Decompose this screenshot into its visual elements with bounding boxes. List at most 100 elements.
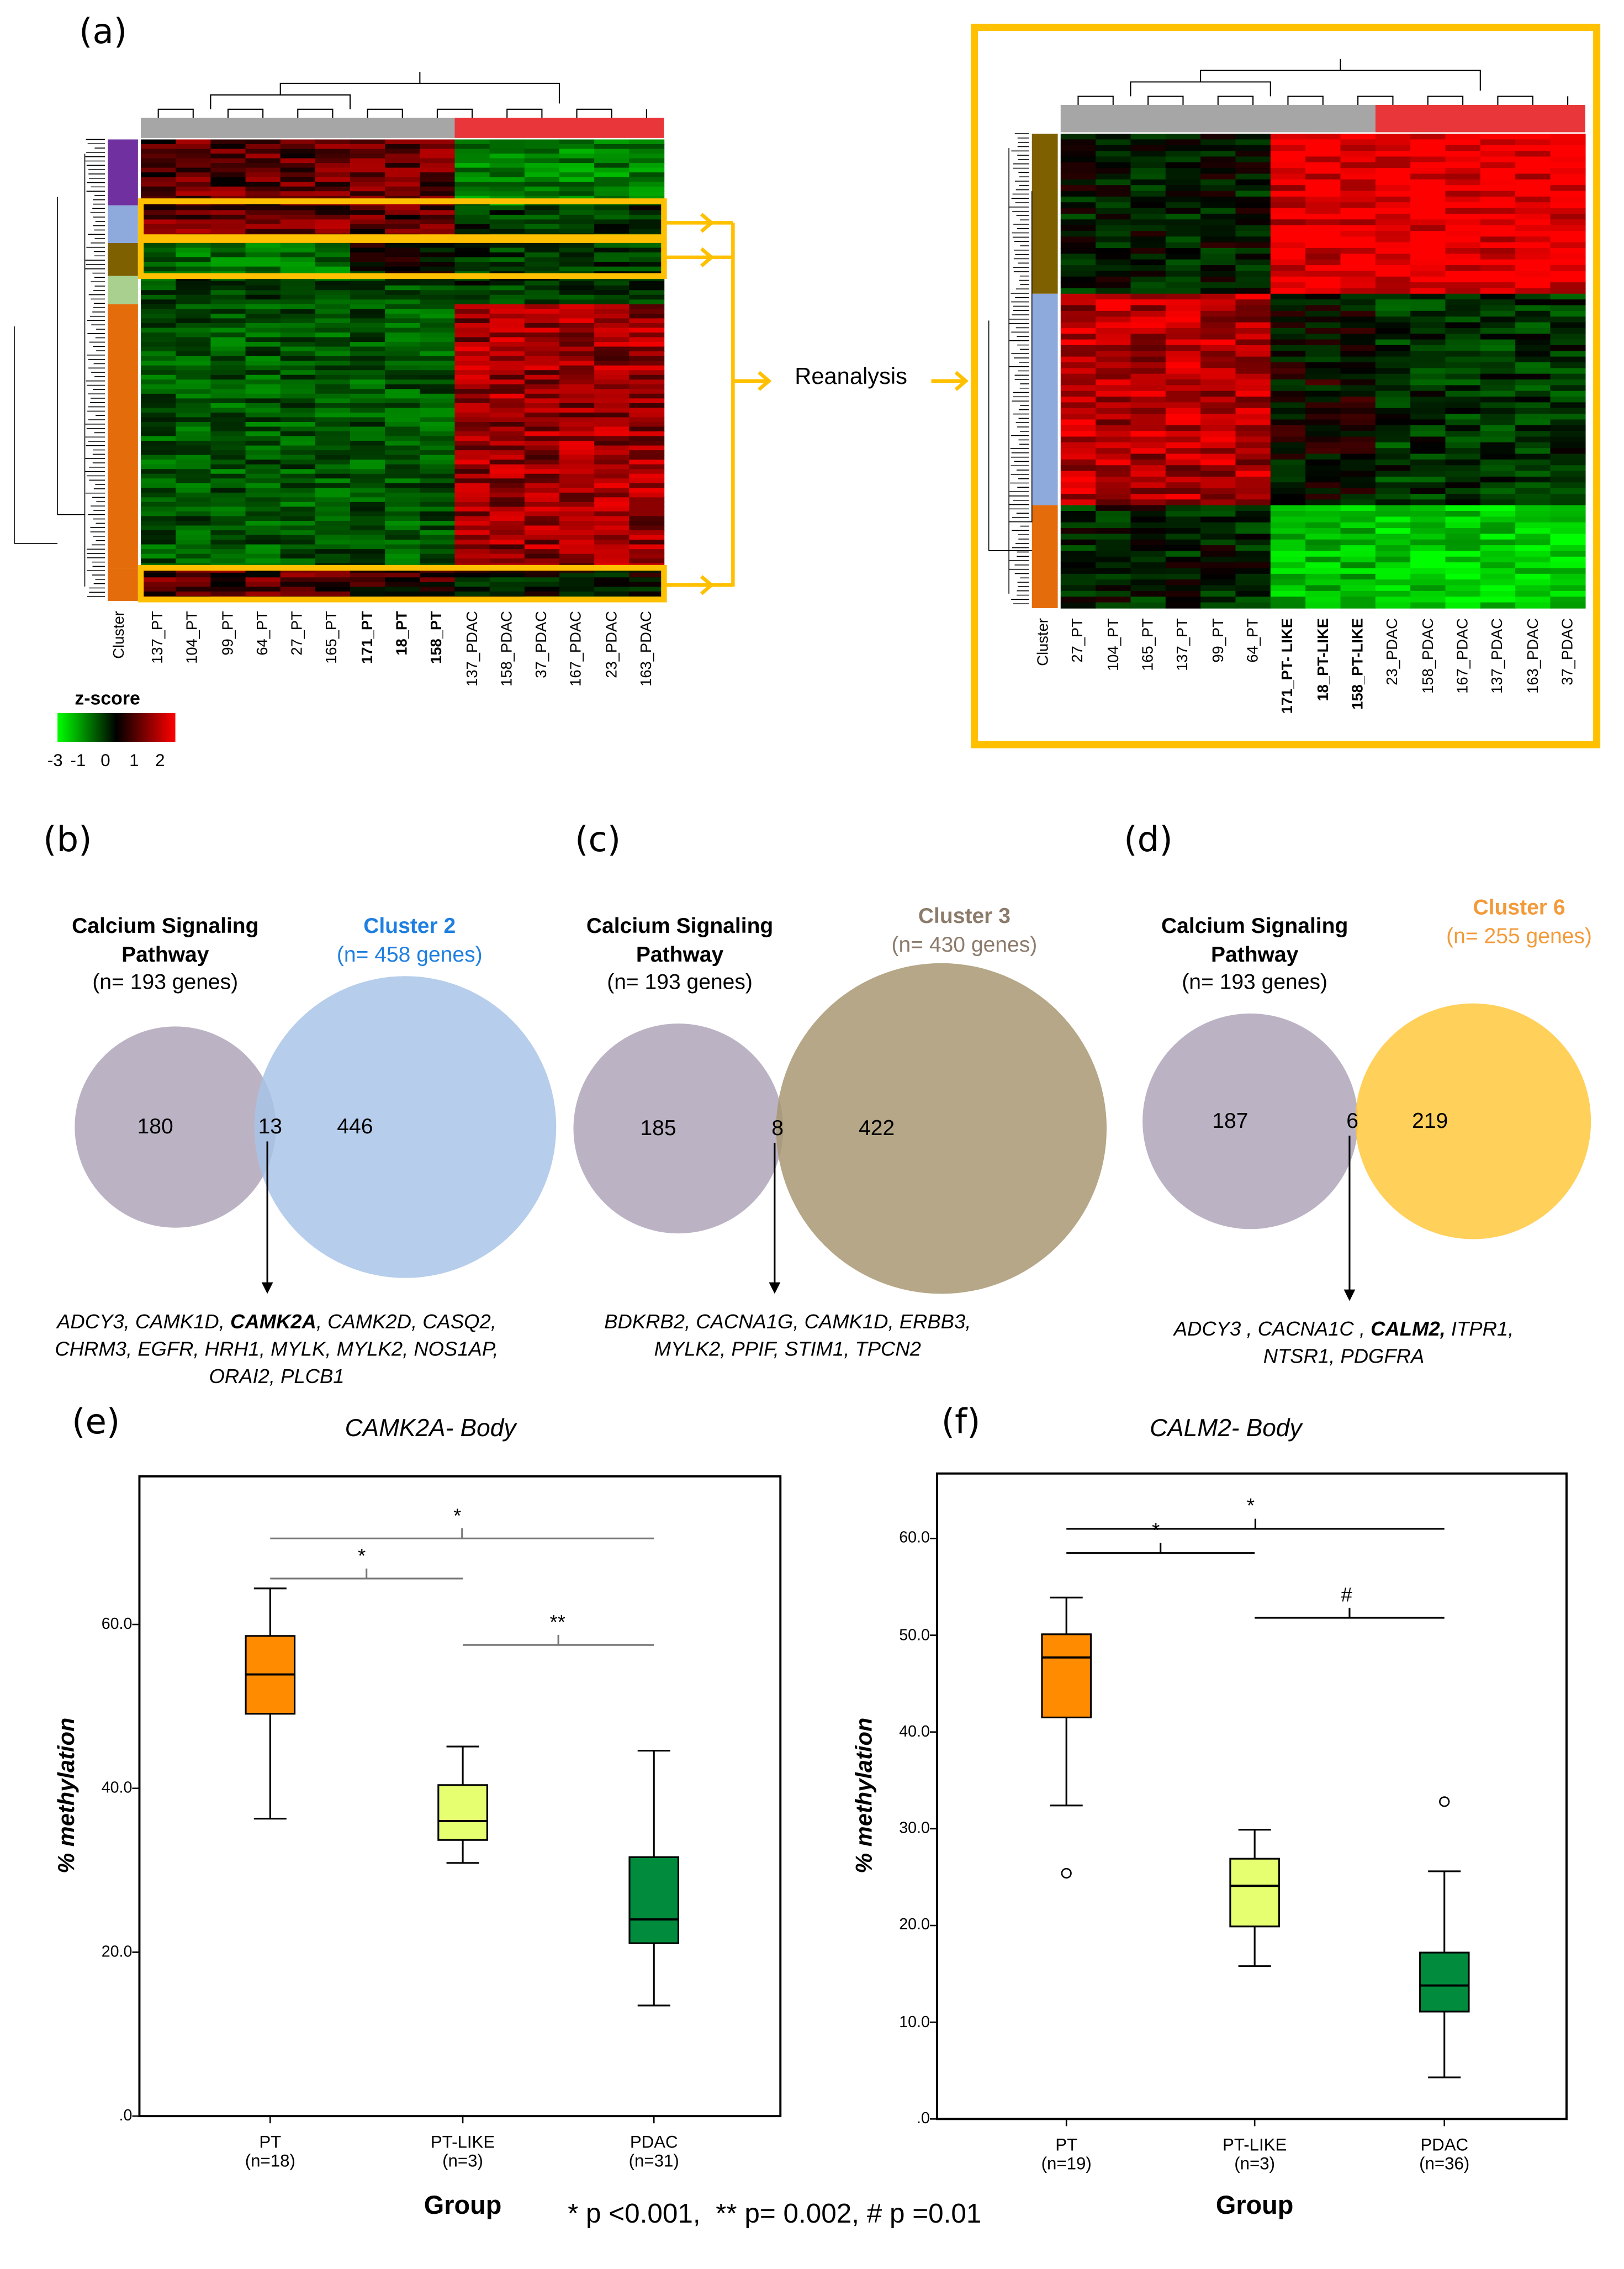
heatmap-cell bbox=[1096, 356, 1131, 363]
heatmap-cell bbox=[1480, 225, 1516, 231]
heatmap-cell bbox=[210, 167, 246, 173]
heatmap-cell bbox=[1445, 310, 1481, 317]
heatmap-cell bbox=[420, 421, 456, 428]
heatmap-cell bbox=[385, 149, 421, 154]
heatmap-cell bbox=[524, 521, 560, 526]
heatmap-cell bbox=[1410, 310, 1446, 317]
heatmap-cell bbox=[524, 558, 560, 564]
heatmap-cell bbox=[489, 393, 525, 399]
heatmap-cell bbox=[141, 450, 177, 456]
heatmap-cell bbox=[1200, 425, 1236, 431]
heatmap-cell bbox=[245, 441, 281, 446]
heatmap-cell bbox=[245, 328, 281, 333]
heatmap-cell bbox=[1375, 436, 1411, 443]
reanalysis-frame bbox=[971, 23, 1601, 748]
heatmap-cell bbox=[1200, 408, 1236, 414]
heatmap-cell bbox=[1165, 419, 1201, 426]
heatmap-cell bbox=[1200, 248, 1236, 255]
heatmap-cell bbox=[489, 544, 525, 550]
heatmap-cell bbox=[1270, 597, 1306, 603]
heatmap-cell bbox=[1340, 516, 1376, 523]
heatmap-cell bbox=[176, 421, 211, 428]
heatmap-cell bbox=[280, 205, 316, 211]
heatmap-cell bbox=[245, 257, 281, 262]
heatmap-cell bbox=[1550, 293, 1586, 300]
heatmap-cell bbox=[1165, 356, 1201, 363]
heatmap-cell bbox=[1200, 328, 1236, 335]
heatmap-cell bbox=[1200, 179, 1236, 186]
heatmap-cell bbox=[524, 172, 560, 178]
heatmap-cell bbox=[1200, 368, 1236, 374]
heatmap-cell bbox=[1410, 276, 1446, 283]
heatmap-cell bbox=[176, 182, 211, 187]
heatmap-cell bbox=[315, 511, 351, 517]
heatmap-cell bbox=[245, 332, 281, 338]
sample-column-label: 64_PT bbox=[1244, 618, 1262, 663]
heatmap-cell bbox=[350, 177, 385, 182]
heatmap-cell bbox=[629, 483, 665, 489]
venn-circle-cluster bbox=[776, 963, 1107, 1294]
heatmap-cell bbox=[176, 214, 211, 220]
heatmap-cell bbox=[1060, 408, 1096, 414]
heatmap-cell bbox=[1305, 465, 1341, 472]
heatmap-cell bbox=[1410, 499, 1446, 506]
heatmap-cell bbox=[1060, 539, 1096, 546]
heatmap-cell bbox=[176, 167, 211, 173]
x-category-label: PDAC (n=36) bbox=[1419, 2136, 1469, 2173]
heatmap-cell bbox=[1235, 139, 1271, 146]
heatmap-cell bbox=[1515, 476, 1551, 483]
heatmap-cell bbox=[385, 464, 421, 470]
heatmap-cell bbox=[1305, 288, 1341, 294]
heatmap-cell bbox=[385, 535, 421, 540]
heatmap-cell bbox=[176, 328, 211, 333]
heatmap-cell bbox=[1130, 185, 1166, 192]
heatmap-cell bbox=[1165, 236, 1201, 243]
heatmap-cell bbox=[559, 186, 595, 192]
heatmap-cell bbox=[1410, 436, 1446, 443]
heatmap-cell bbox=[350, 351, 385, 357]
heatmap-cell bbox=[1235, 414, 1271, 420]
heatmap-cell bbox=[1480, 345, 1516, 352]
heatmap-cell bbox=[280, 549, 316, 555]
heatmap-cell bbox=[524, 582, 560, 588]
heatmap-cell bbox=[454, 323, 490, 329]
heatmap-cell bbox=[524, 285, 560, 291]
heatmap-cell bbox=[1270, 173, 1306, 180]
heatmap-cell bbox=[1550, 248, 1586, 255]
y-tick-label: 50.0 bbox=[899, 1626, 930, 1644]
venn-overlap-count: 8 bbox=[771, 1116, 784, 1141]
heatmap-cell bbox=[1550, 225, 1586, 231]
heatmap-cell bbox=[176, 154, 211, 159]
heatmap-cell bbox=[176, 365, 211, 371]
heatmap-cell bbox=[1200, 499, 1236, 506]
heatmap-cell bbox=[141, 365, 177, 371]
heatmap-cell bbox=[559, 182, 595, 187]
heatmap-cell bbox=[420, 299, 456, 305]
heatmap-cell bbox=[1200, 476, 1236, 483]
heatmap-cell bbox=[1270, 139, 1306, 146]
heatmap-cell bbox=[1410, 431, 1446, 437]
heatmap-cell bbox=[1410, 316, 1446, 323]
heatmap-cell bbox=[594, 313, 630, 319]
heatmap-cell bbox=[1270, 448, 1306, 455]
heatmap-cell bbox=[420, 257, 456, 262]
heatmap-cell bbox=[489, 361, 525, 366]
heatmap-cell bbox=[524, 163, 560, 168]
heatmap-cell bbox=[176, 158, 211, 163]
heatmap-cell bbox=[1060, 351, 1096, 357]
heatmap-cell bbox=[1480, 368, 1516, 374]
heatmap-cell bbox=[280, 469, 316, 474]
heatmap-cell bbox=[1340, 191, 1376, 197]
heatmap-cell bbox=[1480, 151, 1516, 157]
heatmap-cell bbox=[629, 521, 665, 526]
heatmap-cell bbox=[1235, 597, 1271, 603]
heatmap-cell bbox=[1235, 471, 1271, 477]
heatmap-cell bbox=[1375, 299, 1411, 306]
heatmap-cell bbox=[280, 309, 316, 314]
heatmap-cell bbox=[1165, 499, 1201, 506]
heatmap-cell bbox=[1096, 185, 1131, 192]
heatmap-cell bbox=[1060, 397, 1096, 403]
heatmap-cell bbox=[1340, 528, 1376, 535]
heatmap-cell bbox=[1165, 282, 1201, 289]
heatmap-cell bbox=[350, 473, 385, 479]
